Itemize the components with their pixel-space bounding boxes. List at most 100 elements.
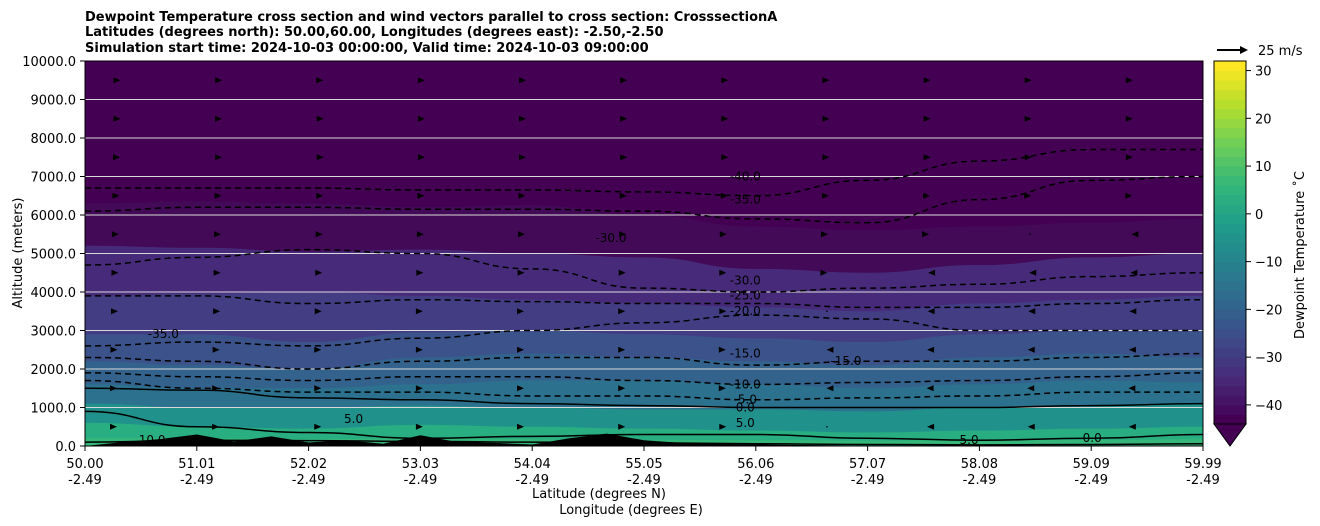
x-tick-label-lon: -2.49 xyxy=(68,473,102,488)
wind-vector xyxy=(113,115,121,122)
x-tick-label-lon: -2.49 xyxy=(180,473,214,488)
wind-vector xyxy=(820,269,828,276)
wind-vector xyxy=(826,346,834,353)
wind-vector xyxy=(618,346,626,353)
wind-vector xyxy=(112,154,120,161)
wind-vector xyxy=(212,423,220,430)
wind-vector xyxy=(719,308,727,315)
x-axis-label-lon: Longitude (degrees E) xyxy=(559,503,703,518)
colorbar-band xyxy=(1214,261,1246,272)
colorbar-band xyxy=(1214,89,1246,100)
contour-label: -15.0 xyxy=(830,354,861,368)
x-axis-ticks: 50.00-2.4951.01-2.4952.02-2.4953.03-2.49… xyxy=(66,446,1222,488)
wind-vector xyxy=(1125,154,1133,161)
wind-vector xyxy=(618,269,626,276)
y-tick-label: 8000.0 xyxy=(31,132,77,147)
wind-vector xyxy=(821,192,829,199)
wind-vector xyxy=(416,269,424,276)
colorbar-band xyxy=(1214,338,1246,349)
colorbar-tick-label: −10 xyxy=(1255,256,1282,271)
x-tick-label-lon: -2.49 xyxy=(404,473,438,488)
colorbar-band xyxy=(1214,357,1246,368)
wind-vector xyxy=(415,423,423,430)
wind-vector xyxy=(720,192,728,199)
wind-vector xyxy=(415,385,423,392)
dewpoint-contours xyxy=(85,148,1203,446)
wind-vector xyxy=(1128,346,1136,353)
wind-vector xyxy=(926,385,934,392)
contour-line-m25 xyxy=(85,295,1203,309)
contour-label: -25.0 xyxy=(730,289,761,303)
colorbar-band xyxy=(1214,99,1246,110)
colorbar-band xyxy=(1214,80,1246,91)
y-tick-label: 3000.0 xyxy=(31,325,77,340)
colorbar-band xyxy=(1214,146,1246,158)
colorbar-band xyxy=(1214,271,1246,282)
x-tick-label-lon: -2.49 xyxy=(515,473,549,488)
colorbar-tick-label: −20 xyxy=(1255,303,1282,318)
wind-vector xyxy=(1024,77,1032,84)
wind-vector xyxy=(212,346,220,353)
wind-vector xyxy=(620,115,628,122)
colorbar-band xyxy=(1214,414,1246,425)
colorbar-band xyxy=(1214,385,1246,396)
wind-vector xyxy=(927,308,935,315)
x-tick-label-lat: 55.05 xyxy=(625,457,662,472)
terrain-silhouette xyxy=(85,433,1203,446)
x-tick-label-lon: -2.49 xyxy=(963,473,997,488)
colorbar-band xyxy=(1214,118,1246,129)
wind-vector xyxy=(1125,192,1133,199)
wind-vector xyxy=(109,385,117,392)
wind-vector xyxy=(215,154,223,161)
wind-vector xyxy=(316,77,324,84)
wind-vector xyxy=(1128,385,1136,392)
colorbar-band xyxy=(1214,213,1246,224)
colorbar-band xyxy=(1214,166,1246,177)
colorbar-band xyxy=(1214,318,1246,329)
wind-vector xyxy=(620,154,628,161)
wind-vector xyxy=(719,231,727,238)
x-tick-label-lat: 51.01 xyxy=(178,457,215,472)
wind-vector xyxy=(619,192,627,199)
colorbar-extend-min-triangle xyxy=(1213,423,1247,447)
wind-vector xyxy=(417,154,425,161)
wind-vector xyxy=(1130,269,1138,276)
wind-vector xyxy=(1029,269,1037,276)
y-tick-label: 0.0 xyxy=(55,440,76,455)
wind-vector xyxy=(923,154,931,161)
quiver-key-arrowhead-icon xyxy=(1240,46,1248,54)
colorbar-band xyxy=(1214,175,1246,186)
wind-vector xyxy=(417,115,425,122)
x-tick-label-lat: 58.08 xyxy=(961,457,998,472)
contour-label: -5.0 xyxy=(734,393,757,407)
wind-vector xyxy=(111,231,119,238)
wind-vector xyxy=(519,154,527,161)
colorbar-band xyxy=(1214,366,1246,377)
x-tick-label-lon: -2.49 xyxy=(739,473,773,488)
wind-vector xyxy=(316,192,324,199)
wind-vector xyxy=(1027,385,1035,392)
title-line-1: Dewpoint Temperature cross section and w… xyxy=(85,10,777,25)
colorbar-tick-label: −40 xyxy=(1255,399,1282,414)
colorbar-band xyxy=(1214,376,1246,387)
wind-vector xyxy=(215,77,223,84)
colorbar-band xyxy=(1214,242,1246,253)
wind-vector xyxy=(415,308,423,315)
title-line-2: Latitudes (degrees north): 50.00,60.00, … xyxy=(85,25,664,40)
wind-vector xyxy=(109,423,117,430)
x-tick-label-lat: 59.99 xyxy=(1184,457,1221,472)
colorbar-band xyxy=(1214,223,1246,234)
wind-vector xyxy=(922,231,930,238)
wind-vector xyxy=(923,115,931,122)
colorbar-ticks: −40 −30 −20 −10 0 10 20 30 xyxy=(1246,65,1282,414)
wind-vector xyxy=(718,346,726,353)
wind-vector xyxy=(314,308,322,315)
wind-vector xyxy=(213,308,221,315)
wind-vector xyxy=(719,269,727,276)
colorbar-band xyxy=(1214,137,1246,148)
wind-vector xyxy=(718,385,726,392)
wind-vector xyxy=(1128,423,1136,430)
contour-label: -35.0 xyxy=(730,192,761,206)
wind-vector xyxy=(619,231,627,238)
wind-vector xyxy=(212,385,220,392)
